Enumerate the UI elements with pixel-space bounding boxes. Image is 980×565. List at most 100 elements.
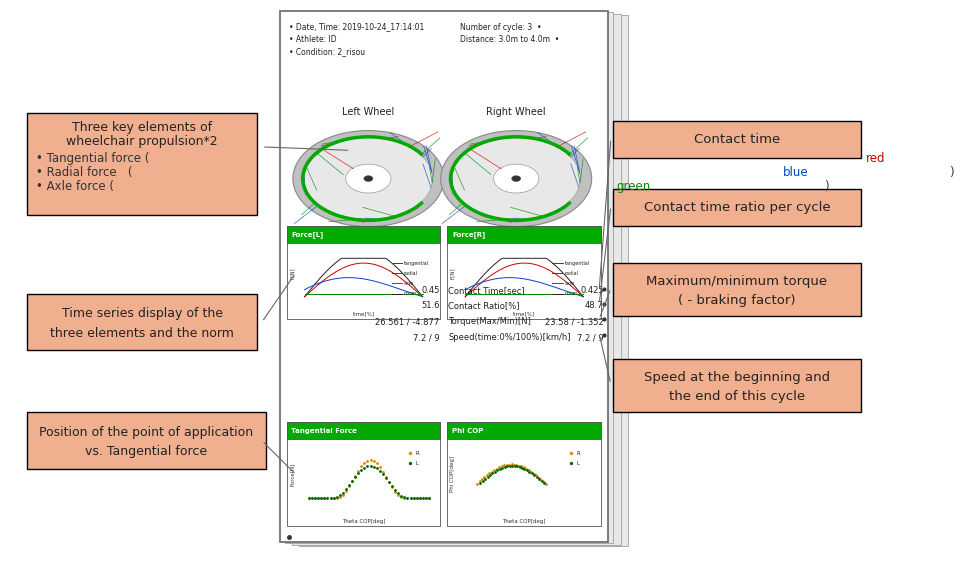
Point [375,467,391,476]
Text: R: R [576,451,580,456]
Point [421,493,437,502]
FancyBboxPatch shape [287,227,440,244]
Point [494,462,510,471]
Text: vs. Tangential force: vs. Tangential force [85,445,208,459]
Text: radial: radial [564,271,578,276]
Point [505,462,520,471]
Text: green: green [616,180,651,193]
Point [477,475,493,484]
Point [474,477,490,486]
Point [516,463,532,472]
Point [406,493,421,502]
Point [474,475,490,484]
Point [314,493,329,502]
Text: Three key elements of: Three key elements of [72,120,212,134]
Point [481,469,497,478]
Text: • Radial force   (: • Radial force ( [35,166,132,179]
Point [490,466,506,475]
Point [381,477,397,486]
Point [354,462,369,471]
FancyBboxPatch shape [448,227,601,244]
Point [416,493,431,502]
Text: wheelchair propulsion*2: wheelchair propulsion*2 [67,134,218,148]
Point [381,477,397,486]
Point [536,477,552,486]
Point [512,461,527,470]
Text: Phi COP: Phi COP [452,428,483,434]
FancyBboxPatch shape [279,11,609,542]
Point [516,464,532,473]
Point [528,471,544,480]
Point [335,488,351,497]
Text: Time series display of the: Time series display of the [62,307,222,320]
FancyBboxPatch shape [287,227,440,319]
Text: axle: axle [404,281,415,286]
Point [491,463,507,472]
Point [492,464,508,473]
Text: F[N]: F[N] [450,267,455,279]
Point [322,493,338,502]
FancyBboxPatch shape [612,359,861,412]
Point [499,460,514,470]
Text: Force[N]: Force[N] [289,463,294,486]
Point [406,493,421,502]
Text: Number of cycle: 3  •: Number of cycle: 3 • [461,23,542,32]
Point [317,493,332,502]
Point [351,466,367,475]
Text: • Tangential force (: • Tangential force ( [35,151,149,165]
FancyBboxPatch shape [448,227,601,319]
Text: Speed at the beginning and: Speed at the beginning and [644,371,830,384]
Text: Contact time: Contact time [694,133,780,146]
FancyBboxPatch shape [26,113,258,215]
Point [514,462,529,471]
Point [338,485,354,494]
Point [531,473,547,482]
Point [519,466,535,475]
Point [524,469,540,478]
Point [384,481,400,490]
Point [378,472,394,481]
Text: 0.45: 0.45 [421,286,439,294]
Point [363,455,378,464]
Point [368,464,384,473]
FancyBboxPatch shape [292,14,620,545]
Point [390,489,406,498]
Text: 23.58 / -1.352: 23.58 / -1.352 [545,318,604,326]
Point [384,483,400,492]
Point [363,462,378,471]
Circle shape [293,131,444,227]
Text: Right Wheel: Right Wheel [486,107,546,117]
Point [390,490,406,499]
Text: 48.7: 48.7 [585,302,604,310]
Point [514,463,530,472]
Point [506,460,521,469]
Text: Position of the point of application: Position of the point of application [39,425,254,439]
Point [368,459,384,468]
Text: ): ) [949,166,954,179]
Point [479,472,495,481]
Point [304,493,319,502]
Text: Distance: 3.0m to 4.0m  •: Distance: 3.0m to 4.0m • [461,35,560,44]
Point [344,477,360,486]
Point [531,475,547,484]
Text: tangential: tangential [404,260,429,266]
Point [416,493,431,502]
Text: Speed(time:0%/100%)[km/h]: Speed(time:0%/100%)[km/h] [449,333,571,342]
Point [510,462,525,471]
Point [536,479,552,488]
Point [319,493,335,502]
Point [495,463,511,472]
Text: • Athlete: ID: • Athlete: ID [288,35,336,44]
Point [372,462,388,471]
Point [354,466,369,475]
Point [366,457,381,466]
Point [471,477,487,486]
Point [378,473,394,483]
FancyBboxPatch shape [612,189,861,226]
Point [311,493,326,502]
Text: red: red [865,151,885,165]
FancyBboxPatch shape [26,294,258,350]
Point [497,463,513,472]
Point [397,493,413,502]
Point [512,463,527,472]
